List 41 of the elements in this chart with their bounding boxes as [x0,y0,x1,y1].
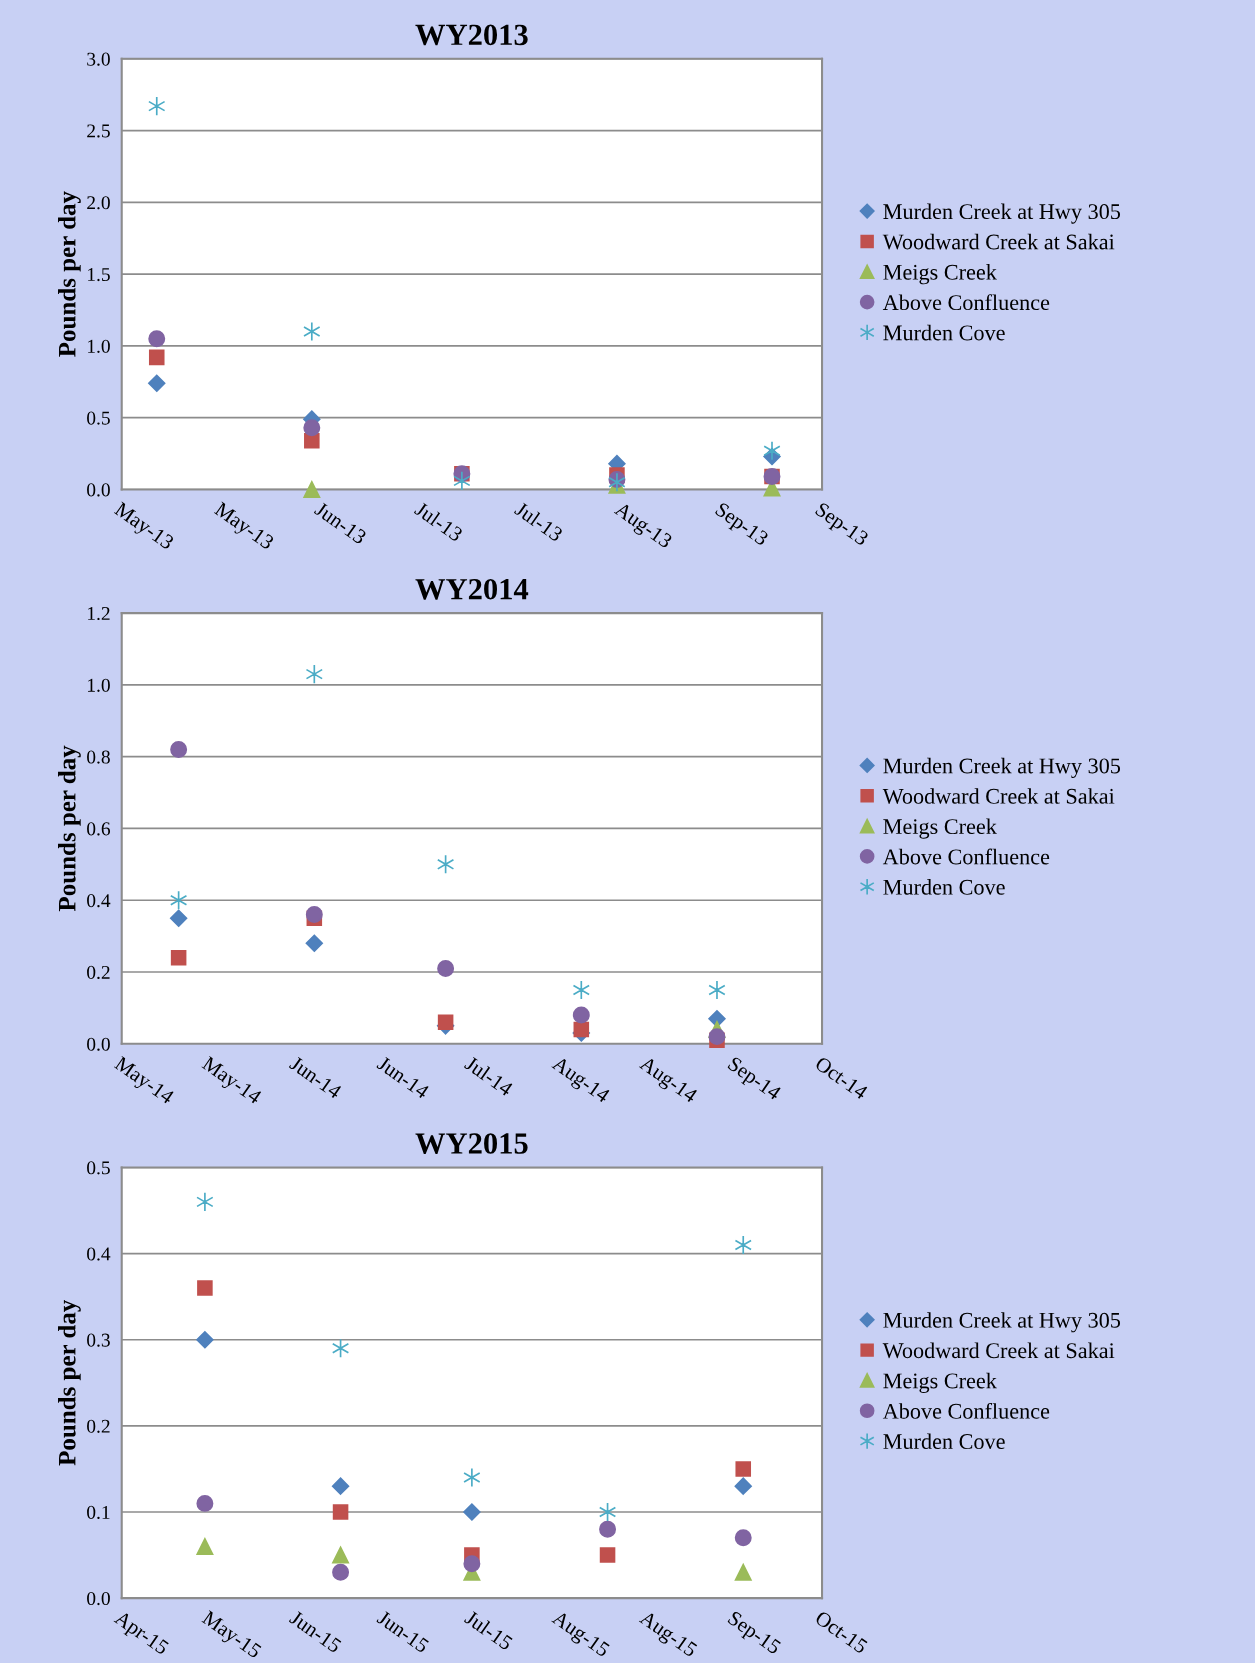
legend-label: Woodward Creek at Sakai [882,1342,1115,1359]
y-tick-label: 0.5 [87,411,110,425]
legend-label: Woodward Creek at Sakai [882,788,1115,804]
chart-title: WY2015 [415,1133,528,1154]
legend-label: Murden Cove [883,879,1005,895]
y-tick-label: 2.0 [87,196,110,210]
y-axis-title: Pounds per day [58,191,81,357]
y-tick-label: 0.2 [87,965,110,980]
y-tick-label: 0.4 [87,894,111,908]
legend-label: Above Confluence [882,1402,1050,1419]
y-tick-label: 3.0 [87,52,110,66]
y-tick-label: 2.5 [87,124,110,138]
y-tick-label: 1.0 [88,678,110,692]
y-tick-label: 0.8 [87,750,110,764]
chart-title: WY2014 [415,578,529,600]
chart-title: WY2013 [415,24,528,46]
legend-label: Murden Creek at Hwy 305 [883,757,1121,779]
y-axis-title: Pounds per day [58,1299,81,1466]
y-tick-label: 0.1 [87,1505,110,1520]
y-tick-label: 0.4 [87,1247,111,1261]
legend-label: Meigs Creek [883,264,997,285]
y-tick-label: 1.2 [88,606,110,621]
y-tick-label: 0.6 [87,822,111,836]
y-tick-label: 0.0 [87,483,110,497]
legend-label: Murden Creek at Hwy 305 [883,203,1121,224]
legend-label: Meigs Creek [883,818,997,839]
y-tick-label: 0.0 [87,1037,110,1051]
y-tick-label: 0.0 [87,1591,110,1606]
y-tick-label: 0.3 [87,1333,110,1347]
y-tick-label: 1.5 [88,268,110,282]
legend-label: Meigs Creek [883,1372,997,1393]
y-tick-label: 1.0 [88,339,110,353]
legend-label: Woodward Creek at Sakai [882,233,1115,250]
legend-label: Above Confluence [882,848,1050,865]
y-tick-label: 0.5 [87,1161,110,1175]
y-tick-label: 0.2 [87,1419,110,1433]
legend-label: Murden Cove [883,1433,1005,1450]
legend-label: Murden Creek at Hwy 305 [883,1312,1121,1333]
legend-label: Murden Cove [883,324,1005,341]
y-axis-title: Pounds per day [58,745,81,912]
legend-label: Above Confluence [882,294,1050,311]
